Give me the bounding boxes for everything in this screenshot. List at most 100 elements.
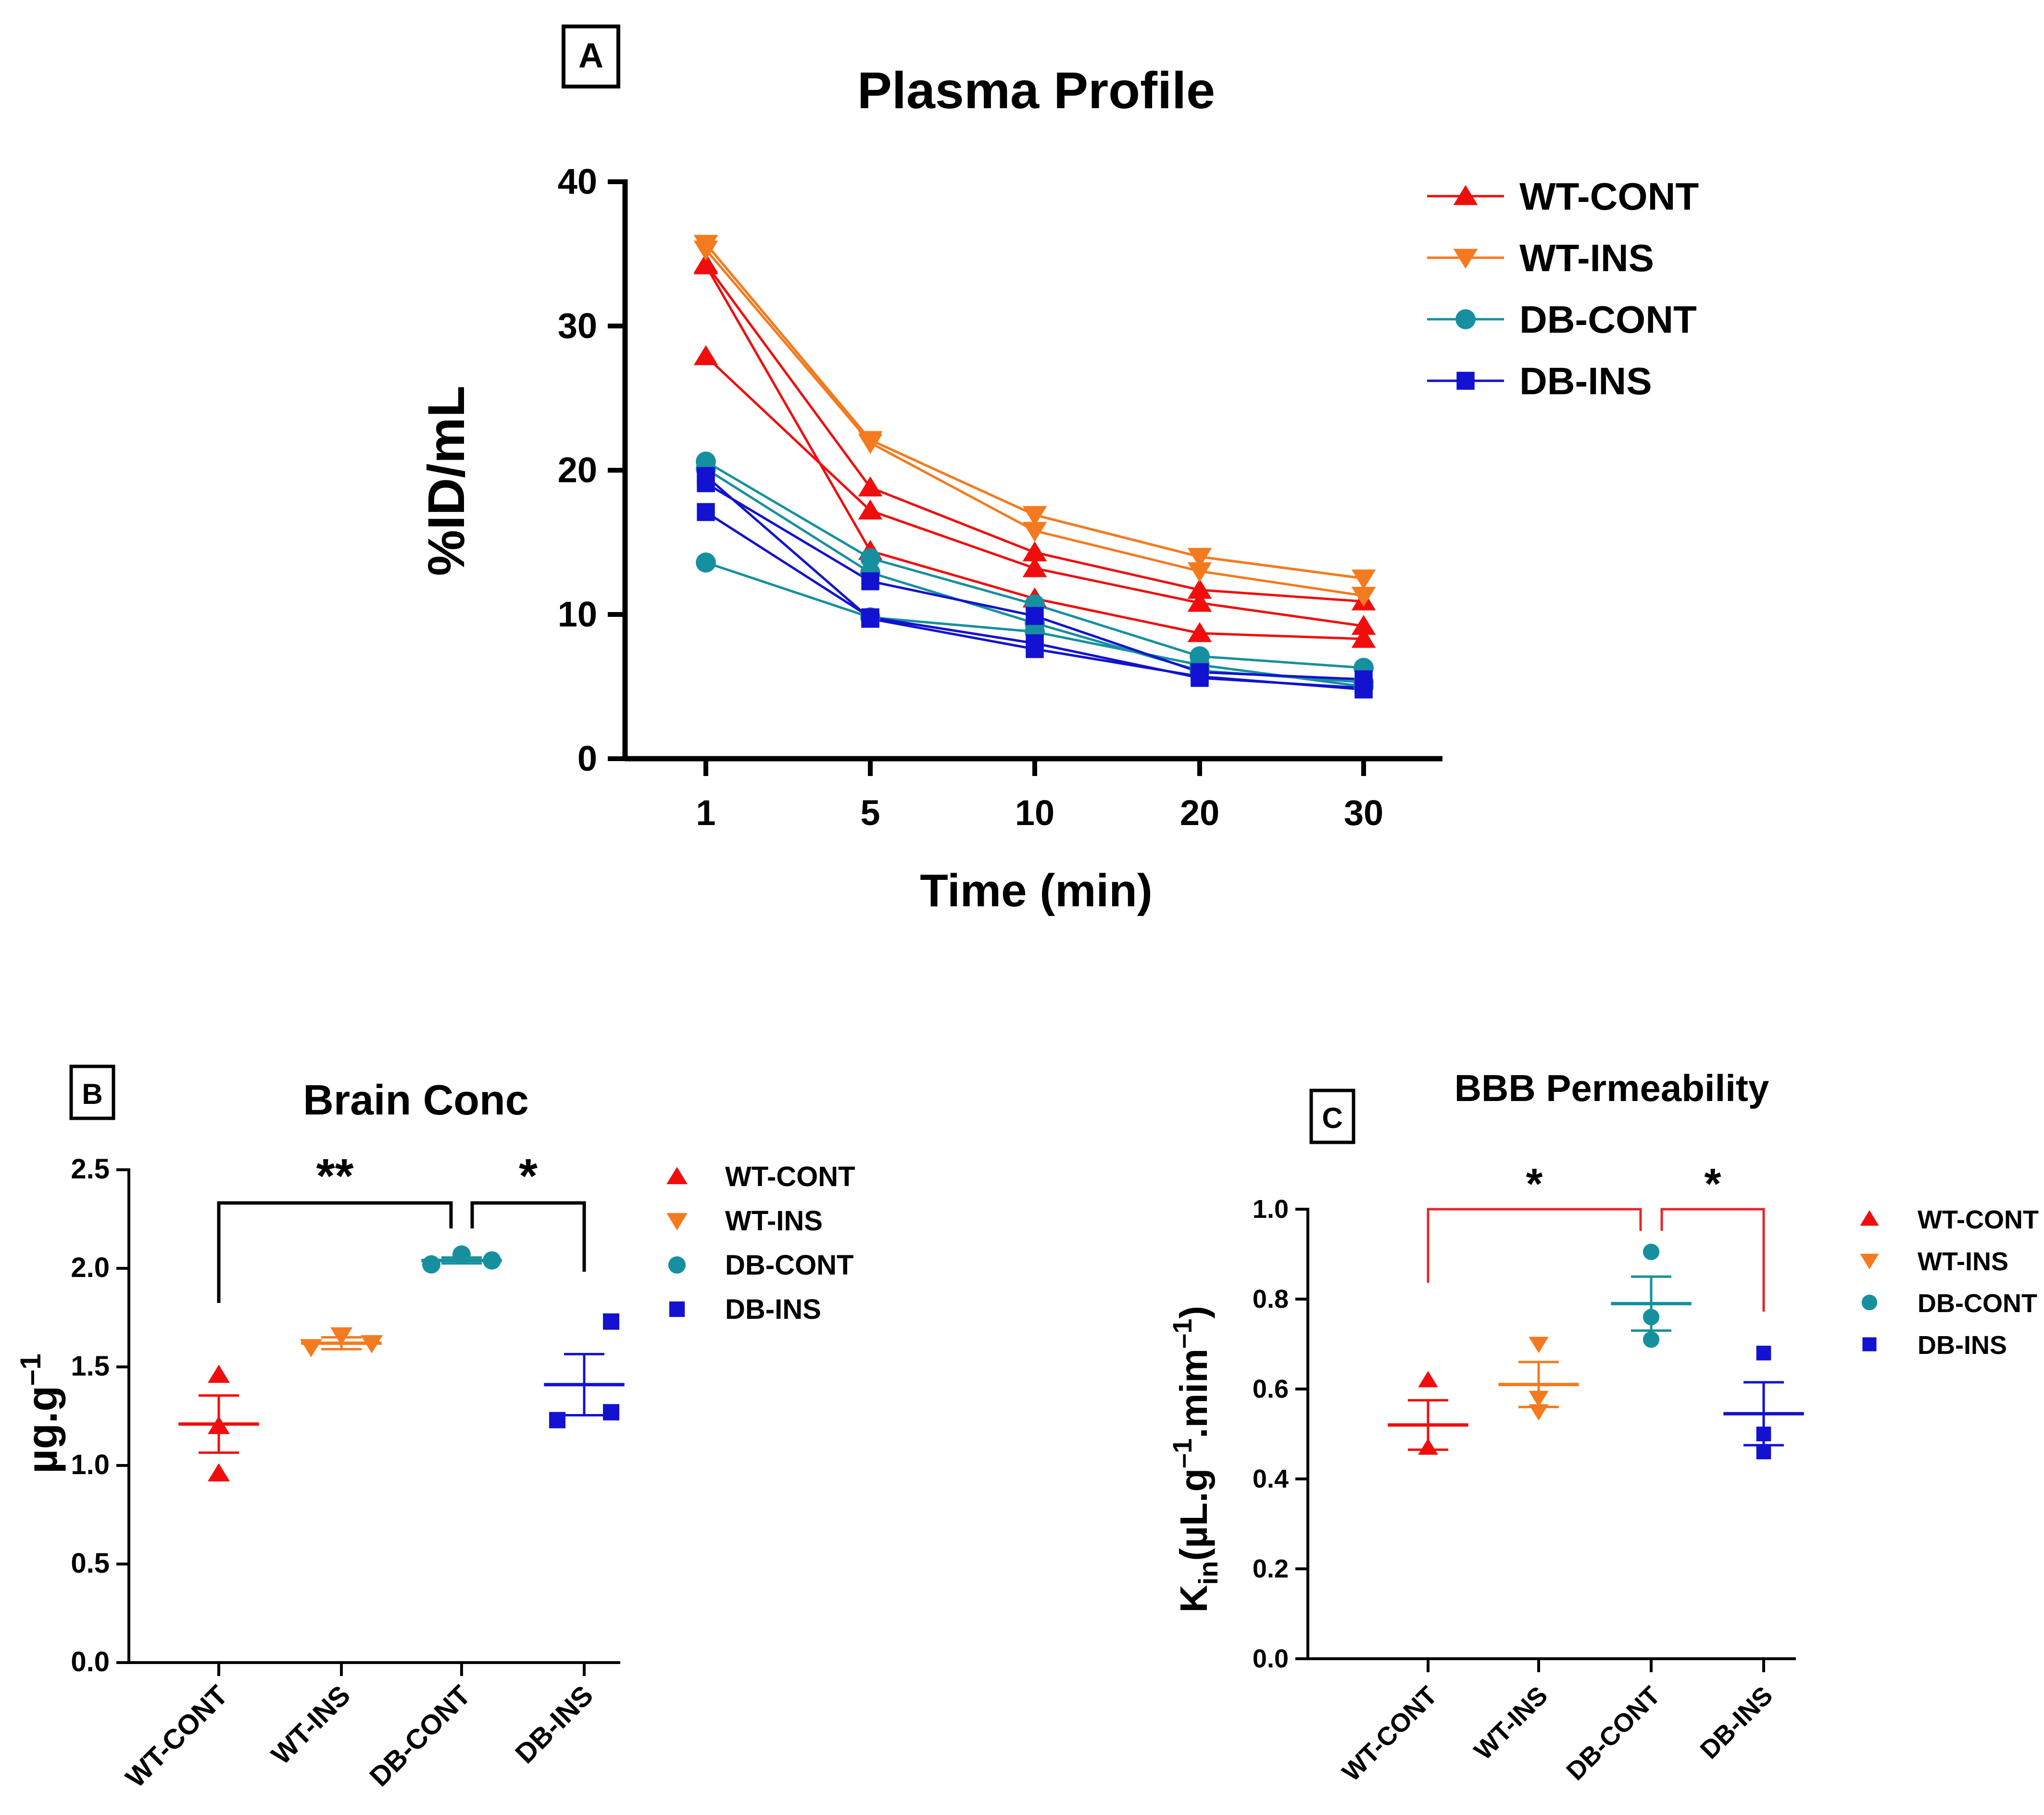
- panel-c-y-tick-label: 1.0: [1253, 1195, 1289, 1224]
- panel-a-data-point: [696, 552, 716, 573]
- panel-b-label: B: [82, 1078, 102, 1110]
- panel-b-significance-bracket: [470, 1201, 586, 1272]
- panel-c-legend-label: DB-INS: [1918, 1331, 2007, 1360]
- panel-a-y-tick-label: 20: [558, 450, 597, 490]
- panel-a-data-point: [1187, 562, 1212, 583]
- panel-c-x-tick-label: DB-CONT: [1561, 1681, 1666, 1786]
- panel-a-data-point: [1187, 591, 1212, 612]
- panel-a-data-point: [1351, 569, 1376, 590]
- panel-c-data-point: [1418, 1371, 1438, 1388]
- panel-a-x-tick-label: 1: [696, 793, 715, 833]
- panel-b-data-point: [208, 1416, 230, 1434]
- panel-b-y-tick-label: 0.5: [71, 1548, 110, 1579]
- panel-a-series-line: [704, 264, 1364, 640]
- panel-c-label-box: [1309, 1089, 1355, 1144]
- panel-b-data-point: [208, 1463, 230, 1482]
- panel-b-y-tick-label: 2.5: [71, 1153, 110, 1185]
- panel-b-legend: WT-CONT WT-INS DB-CONT DB-INS: [666, 1161, 855, 1325]
- panel-c-significance-bracket: [1427, 1208, 1642, 1283]
- panel-b-legend-label: WT-CONT: [725, 1161, 855, 1192]
- panel-b-label-box: [69, 1064, 115, 1120]
- panel-a-data-point: [693, 345, 718, 365]
- panel-a-legend-marker: [1456, 372, 1475, 390]
- panel-a-data-point: [1351, 614, 1376, 635]
- panel-a-data-point: [1022, 506, 1047, 526]
- panel-c-y-tick-label: 0.4: [1253, 1465, 1289, 1493]
- panel-a-legend: WT-CONT WT-INS DB-CONT DB-INS: [1427, 175, 1699, 402]
- panel-c-x-tick-label: DB-INS: [1695, 1681, 1779, 1765]
- panel-c-x-tick-label: WT-INS: [1468, 1681, 1553, 1765]
- panel-b-x-tick-label: WT-INS: [265, 1679, 356, 1770]
- panel-a-data-point: [1022, 522, 1047, 542]
- panel-c-bbb-permeability: C BBB Permeability Kin(µL.g–1.mim–1) 0.0…: [1167, 1067, 2039, 1787]
- panel-c-data-point: [1756, 1444, 1771, 1460]
- panel-c-legend-marker: [1862, 1337, 1877, 1352]
- panel-b-title: Brain Conc: [303, 1076, 528, 1124]
- panel-b-data-point: [549, 1412, 565, 1428]
- panel-c-y-axis-label-sup1: –1: [1167, 1439, 1197, 1468]
- panel-a-data-point: [860, 548, 880, 568]
- panel-b-data-point: [483, 1251, 501, 1270]
- panel-a-data-point: [693, 254, 718, 275]
- panel-a-title: Plasma Profile: [857, 61, 1215, 119]
- panel-c-significance-bracket: [1660, 1208, 1765, 1312]
- panel-a-x-tick-label: 30: [1344, 793, 1383, 833]
- panel-c-y-axis-label-end: ): [1172, 1306, 1215, 1319]
- panel-c-data-point: [1529, 1390, 1549, 1407]
- panel-a-data-point: [1187, 578, 1212, 599]
- panel-b-legend-label: WT-INS: [725, 1205, 823, 1237]
- panel-a-data-point: [1022, 541, 1047, 562]
- panel-c-y-axis-label: Kin(µL.g–1.mim–1): [1167, 1306, 1223, 1613]
- panel-c-data-point: [1529, 1404, 1549, 1421]
- panel-c-data-point: [1529, 1337, 1549, 1353]
- panel-c-significance-label: *: [1526, 1160, 1542, 1208]
- panel-a-x-tick-label: 20: [1180, 793, 1219, 833]
- panel-c-y-tick-label: 0.8: [1253, 1285, 1289, 1314]
- panel-b-x-tick-label: DB-INS: [509, 1679, 599, 1769]
- panel-c-legend-label: DB-CONT: [1918, 1289, 2037, 1318]
- panel-b-y-tick-label: 0.0: [71, 1646, 110, 1677]
- panel-a-y-tick-label: 40: [558, 162, 597, 201]
- panel-a-data-point: [858, 476, 883, 497]
- panel-c-data-point: [1643, 1243, 1660, 1260]
- panel-c-legend-label: WT-INS: [1918, 1247, 2008, 1276]
- panel-b-significance-label: *: [519, 1149, 538, 1203]
- panel-a-data-point: [861, 610, 879, 628]
- panel-c-title: BBB Permeability: [1455, 1067, 1769, 1109]
- panel-b-legend-label: DB-CONT: [725, 1250, 853, 1281]
- panel-c-data-point: [1643, 1309, 1660, 1326]
- panel-b-data-point: [603, 1313, 619, 1330]
- panel-b-y-tick-label: 2.0: [71, 1252, 110, 1283]
- panel-b-legend-marker: [666, 1167, 688, 1184]
- panel-a-legend-marker: [1455, 309, 1476, 329]
- panel-a-label-box: [562, 25, 620, 88]
- panel-a-plot-area: 0 10 20 30 40 1 5 10 20 30: [558, 162, 1442, 833]
- panel-c-data-point: [1756, 1345, 1771, 1361]
- panel-c-data-point: [1756, 1427, 1771, 1441]
- panel-a-y-tick-label: 30: [558, 306, 597, 346]
- panel-b-significance-label: **: [316, 1149, 354, 1203]
- panel-c-label: C: [1322, 1102, 1342, 1134]
- panel-c-legend-marker: [1860, 1210, 1879, 1226]
- panel-c-y-tick-label: 0.0: [1253, 1644, 1289, 1673]
- panel-c-data-point: [1418, 1438, 1438, 1455]
- panel-a-y-axis-label: %ID/mL: [417, 386, 475, 576]
- panel-c-y-tick-label: 0.2: [1253, 1554, 1289, 1583]
- panel-a-plasma-profile: A Plasma Profile %ID/mL Time (min) 0 10 20…: [417, 25, 1699, 916]
- panel-a-data-point: [1191, 667, 1209, 686]
- panel-a-y-tick-label: 10: [558, 594, 597, 634]
- panel-b-x-tick-label: DB-CONT: [364, 1679, 477, 1792]
- panel-a-y-tick-label: 0: [577, 739, 597, 778]
- panel-b-y-axis-label-sup: –1: [14, 1353, 47, 1386]
- panel-b-data-point: [300, 1339, 322, 1357]
- panel-a-legend-label: DB-CONT: [1519, 298, 1697, 341]
- panel-b-brain-conc: B Brain Conc µg.g–1 0.0 0.5 1.0 1.5 2.0 2.5 WT…: [14, 1064, 855, 1794]
- panel-b-x-tick-label: WT-CONT: [120, 1679, 234, 1793]
- panel-b-y-tick-label: 1.0: [71, 1449, 110, 1480]
- panel-a-legend-marker: [1453, 185, 1478, 205]
- panel-a-data-point: [697, 467, 715, 485]
- panel-b-legend-marker: [669, 1301, 685, 1317]
- panel-a-data-point: [1351, 587, 1376, 607]
- panel-a-data-point: [1351, 627, 1376, 648]
